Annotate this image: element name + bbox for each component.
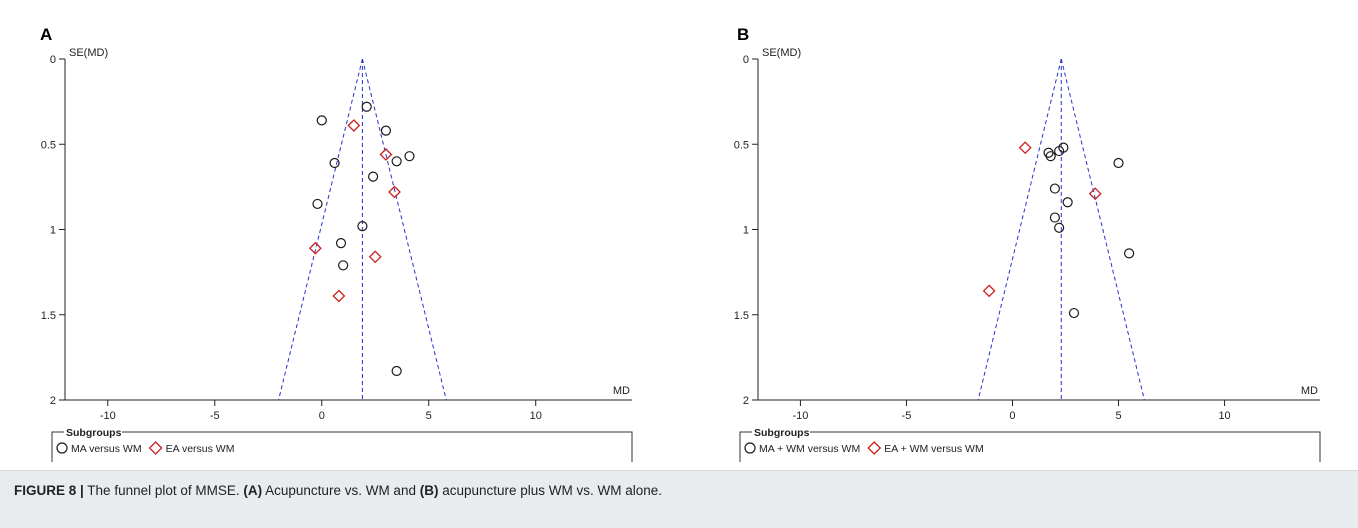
y-tick-label: 2	[50, 395, 56, 407]
data-point-circle	[357, 220, 368, 232]
data-point-diamond	[1018, 141, 1032, 155]
data-point-circle	[1049, 183, 1061, 194]
y-tick-label: 0.5	[734, 139, 749, 151]
legend-frame	[51, 431, 633, 462]
funnel-left-line	[977, 58, 1062, 401]
data-point-diamond	[308, 241, 322, 255]
data-point-circle	[316, 115, 327, 126]
y-tick-label: 2	[743, 395, 749, 407]
data-point-circle	[404, 151, 415, 162]
panel-label: B	[737, 25, 749, 44]
caption-text-1: The funnel plot of MMSE.	[83, 483, 244, 498]
legend-diamond-icon	[148, 441, 163, 455]
legend-frame	[739, 431, 1321, 462]
y-tick-label: 0	[743, 54, 749, 66]
x-tick-label: -5	[210, 410, 220, 422]
data-point-circle	[361, 101, 372, 112]
data-point-diamond	[388, 185, 401, 199]
x-tick-label: 10	[1218, 410, 1230, 422]
data-point-circle	[1124, 248, 1135, 259]
legend-circle-icon	[744, 442, 756, 454]
x-tick-label: 5	[426, 410, 432, 422]
caption-ref-a: (A)	[243, 483, 263, 498]
data-point-diamond	[332, 289, 346, 303]
data-point-circle	[1045, 151, 1056, 162]
data-point-circle	[1113, 157, 1124, 169]
data-point-diamond	[347, 119, 361, 132]
data-point-diamond	[1088, 187, 1102, 201]
legend-item-label: MA versus WM	[71, 443, 142, 455]
caption-text-3: acupuncture plus WM vs. WM alone.	[438, 483, 663, 498]
data-point-circle	[338, 260, 349, 271]
data-point-circle	[1049, 212, 1061, 223]
panel-a-funnel-plot: A 0 0.5 1 1.5 2 -10 -5 0 5 10 SE(MD) MD Subgroups MA v…	[40, 25, 633, 462]
data-point-circle	[329, 157, 340, 169]
data-point-circle	[1054, 222, 1065, 233]
panel-b-funnel-plot: B 0 0.5 1 1.5 2 -10 -5 0 5 10 SE(MD) MD Subgroups MA +…	[734, 25, 1321, 462]
legend-item-label: EA versus WM	[166, 443, 235, 455]
legend-title: Subgroups	[66, 427, 122, 439]
caption-ref-b: (B)	[419, 483, 439, 498]
legend-item-label: EA + WM versus WM	[884, 443, 983, 455]
caption-text-2: Acupuncture vs. WM and	[262, 483, 420, 498]
data-point-circle	[1054, 145, 1065, 157]
y-tick-label: 0.5	[41, 139, 56, 151]
figure-caption: FIGURE 8 | The funnel plot of MMSE. (A) …	[14, 483, 662, 498]
x-tick-label: -10	[100, 410, 116, 422]
data-point-circle	[368, 171, 379, 182]
x-tick-label: 10	[530, 410, 542, 422]
x-tick-label: 5	[1115, 410, 1121, 422]
y-tick-label: 1.5	[734, 310, 749, 322]
legend-diamond-icon	[867, 441, 882, 455]
legend-circle-icon	[56, 442, 68, 454]
x-axis-label: MD	[613, 385, 630, 397]
legend-title: Subgroups	[754, 427, 810, 439]
y-tick-label: 1.5	[41, 310, 56, 322]
data-point-circle	[1062, 197, 1073, 208]
y-tick-label: 1	[743, 225, 749, 237]
y-tick-label: 1	[50, 225, 56, 237]
data-point-diamond	[368, 250, 382, 264]
data-point-circle	[380, 125, 392, 136]
x-tick-label: 0	[319, 410, 325, 422]
x-tick-label: 0	[1009, 410, 1015, 422]
x-tick-label: -5	[902, 410, 912, 422]
y-tick-label: 0	[50, 54, 56, 66]
panel-label: A	[40, 25, 52, 44]
data-point-circle	[391, 156, 402, 167]
x-axis-label: MD	[1301, 385, 1318, 397]
caption-label: FIGURE 8 |	[14, 483, 84, 498]
legend-item-label: MA + WM versus WM	[759, 443, 860, 455]
data-point-diamond	[379, 148, 393, 161]
y-axis-label: SE(MD)	[69, 47, 108, 59]
data-point-circle	[1068, 307, 1080, 319]
data-point-diamond	[982, 284, 996, 298]
y-axis-label: SE(MD)	[762, 47, 801, 59]
funnel-right-line	[361, 58, 447, 401]
data-point-circle	[391, 365, 402, 377]
data-point-circle	[335, 238, 347, 249]
funnel-left-line	[278, 58, 363, 401]
data-point-circle	[312, 198, 323, 210]
caption-box	[0, 470, 1358, 528]
x-tick-label: -10	[792, 410, 808, 422]
funnel-right-line	[1060, 58, 1145, 401]
